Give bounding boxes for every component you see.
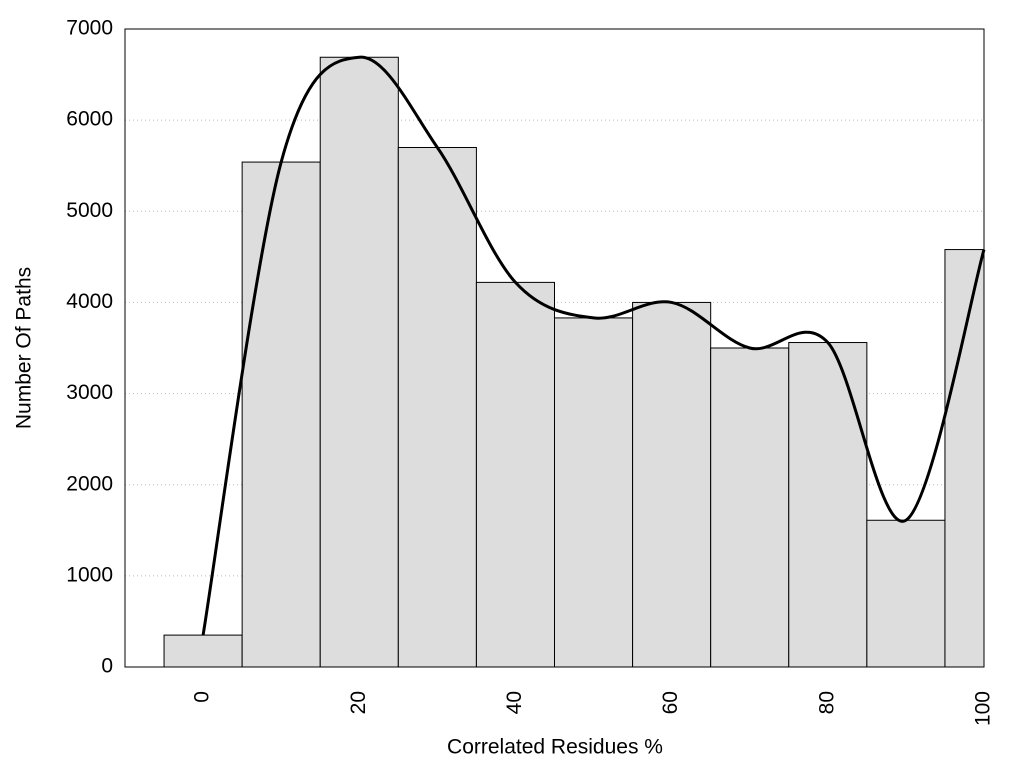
bar — [163, 634, 243, 668]
bar — [632, 301, 712, 668]
plot-frame — [124, 28, 985, 668]
y-tick-label: 5000 — [66, 199, 113, 222]
bar — [710, 347, 790, 668]
x-tick-label: 0 — [191, 691, 214, 703]
y-tick-label: 1000 — [66, 563, 113, 586]
x-axis-label: Correlated Residues % — [447, 736, 663, 759]
x-tick-label: 20 — [347, 691, 370, 714]
bar — [475, 281, 555, 668]
x-tick-label: 80 — [815, 691, 838, 714]
bar — [554, 317, 634, 668]
bar — [944, 249, 985, 668]
x-tick-label: 60 — [659, 691, 682, 714]
y-tick-label: 2000 — [66, 472, 113, 495]
bar — [397, 146, 477, 668]
bar — [866, 519, 946, 668]
bar — [241, 161, 321, 668]
y-tick-label: 3000 — [66, 381, 113, 404]
y-tick-label: 7000 — [66, 17, 113, 40]
smooth-curve — [201, 55, 986, 636]
y-tick-label: 4000 — [66, 290, 113, 313]
x-tick-label: 40 — [503, 691, 526, 714]
y-tick-label: 0 — [101, 655, 113, 678]
bar — [788, 342, 868, 668]
y-tick-label: 6000 — [66, 108, 113, 131]
x-tick-label: 100 — [972, 691, 995, 726]
y-axis-label: Number Of Paths — [13, 267, 36, 429]
bar — [319, 56, 399, 668]
